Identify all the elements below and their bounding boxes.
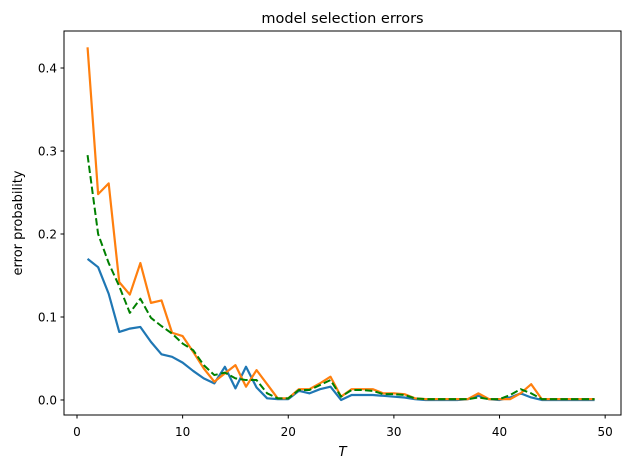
axes-spines (63, 30, 622, 416)
x-tick-label: 40 (492, 425, 507, 439)
x-tick-label: 20 (281, 425, 296, 439)
data-series (86, 47, 595, 402)
y-tick-label: 0.0 (38, 393, 57, 407)
chart-title: model selection errors (261, 11, 423, 27)
x-tick-label: 0 (73, 425, 81, 439)
y-tick-label: 0.1 (38, 310, 57, 324)
plot-area (64, 31, 621, 415)
x-tick-label: 30 (386, 425, 401, 439)
series-line-blue-solid (86, 258, 595, 402)
x-axis-label: T (338, 444, 348, 460)
y-tick-label: 0.4 (38, 62, 57, 76)
y-tick-label: 0.2 (38, 227, 57, 241)
x-tick-label: 10 (175, 425, 190, 439)
series-line-green-dashed (86, 155, 595, 401)
axis-ticks: 0 10 20 30 40 50 0.0 0.1 0.2 0.3 0.4 (38, 62, 613, 439)
y-axis-label: error probability (11, 170, 26, 275)
x-tick-label: 50 (598, 425, 613, 439)
y-tick-label: 0.3 (38, 145, 57, 159)
